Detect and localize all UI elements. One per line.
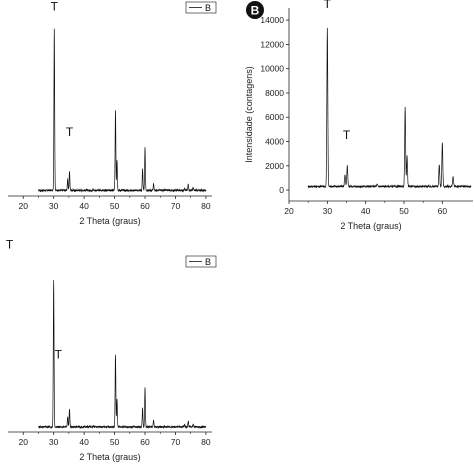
top-left-x-tick-label: 40: [79, 201, 89, 211]
top-left-x-tick-label: 60: [140, 201, 150, 211]
top-right-peak-annotation-2: T: [343, 128, 351, 142]
bottom-left-x-axis-label: 2 Theta (graus): [79, 452, 140, 462]
top-left-x-tick-label: 20: [18, 201, 28, 211]
top-right-x-tick-label: 20: [284, 206, 294, 216]
top-left-x-tick-label: 50: [110, 201, 120, 211]
bottom-left-series-line: [38, 280, 207, 430]
bottom-left-x-tick-label: 80: [201, 437, 211, 447]
top-right-y-tick-label: 6000: [265, 112, 284, 122]
top-right-y-tick-label: 2000: [265, 161, 284, 171]
top-right-series-line: [307, 27, 472, 189]
top-left-peak-annotation-2: T: [66, 125, 74, 139]
top-right-peak-annotation-1: T: [324, 0, 332, 11]
bottom-left-x-tick-label: 20: [18, 437, 28, 447]
top-right-y-tick-label: 12000: [260, 39, 284, 49]
top-left-x-axis-label: 2 Theta (graus): [79, 216, 140, 226]
bottom-left-x-tick-label: 60: [140, 437, 150, 447]
top-right-panel-badge: [246, 1, 264, 19]
top-right-y-tick-label: 14000: [260, 15, 284, 25]
top-left-x-tick-label: 70: [171, 201, 181, 211]
bottom-left-x-tick-label: 30: [49, 437, 59, 447]
top-right-y-tick-label: 0: [279, 185, 284, 195]
top-right-y-tick-label: 10000: [260, 64, 284, 74]
top-left-x-tick-label: 30: [49, 201, 59, 211]
bottom-left-peak-annotation-2: T: [55, 347, 63, 361]
top-left-legend-label: B: [205, 3, 211, 13]
bottom-left-legend-label: B: [205, 257, 211, 267]
bottom-left-x-tick-label: 70: [171, 437, 181, 447]
top-right-x-axis-label: 2 Theta (graus): [340, 221, 401, 231]
top-right-panel-badge-label: B: [251, 4, 260, 18]
bottom-left-peak-annotation-1: T: [6, 237, 14, 251]
top-right-x-tick-label: 60: [438, 206, 448, 216]
top-right-x-tick-label: 30: [323, 206, 333, 216]
top-left-series-line: [38, 28, 207, 193]
top-right-x-tick-label: 40: [361, 206, 371, 216]
top-right-y-axis-label: Intensidade (contagens): [244, 66, 254, 163]
top-left-peak-annotation-1: T: [51, 0, 59, 14]
top-left-x-tick-label: 80: [201, 201, 211, 211]
bottom-left-x-tick-label: 40: [79, 437, 89, 447]
top-right-y-tick-label: 4000: [265, 137, 284, 147]
bottom-left-x-tick-label: 50: [110, 437, 120, 447]
top-right-y-tick-label: 8000: [265, 88, 284, 98]
top-right-x-tick-label: 50: [399, 206, 409, 216]
